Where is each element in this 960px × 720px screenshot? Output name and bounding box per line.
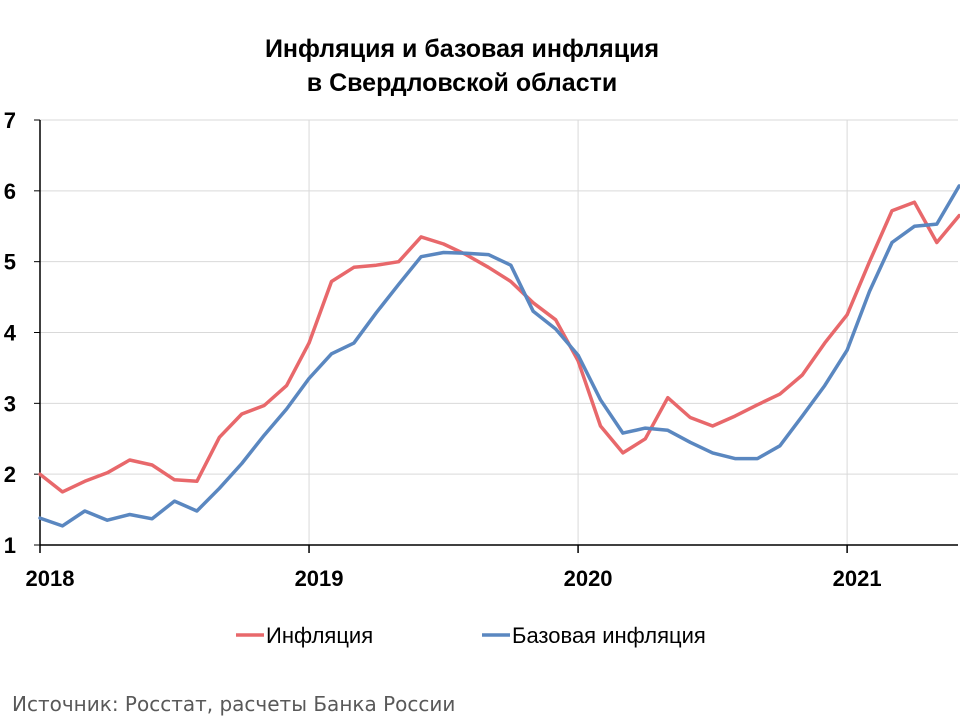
x-tick-label: 2019 [295,566,344,591]
series-line-core-inflation [38,184,960,528]
chart-title: Инфляция и базовая инфляция в Свердловск… [0,32,924,100]
chart-title-line-2: в Свердловской области [306,69,618,97]
y-tick-label: 6 [4,179,16,204]
x-tick-label: 2020 [564,566,613,591]
y-tick-label: 3 [4,391,16,416]
y-tick-label: 2 [4,462,16,487]
source-note: Источник: Росстат, расчеты Банка России [12,692,456,716]
y-tick-label: 1 [4,533,16,558]
legend-label: Инфляция [266,623,373,648]
y-tick-label: 7 [4,108,16,133]
axes [34,119,958,553]
y-tick-label: 5 [4,250,16,275]
x-tick-label: 2018 [26,566,75,591]
series-lines [38,184,960,528]
y-axis-tick-labels: 1 2 3 4 5 6 7 [4,108,17,558]
chart-title-line-1: Инфляция и базовая инфляция [264,35,660,63]
y-tick-label: 4 [4,321,17,346]
legend-label: Базовая инфляция [512,623,706,648]
legend: Инфляция Базовая инфляция [236,623,706,648]
series-line-inflation [38,200,960,494]
x-axis-tick-labels: 2018 2019 2020 2021 [26,566,882,591]
x-tick-label: 2021 [833,566,882,591]
gridlines [40,119,958,545]
